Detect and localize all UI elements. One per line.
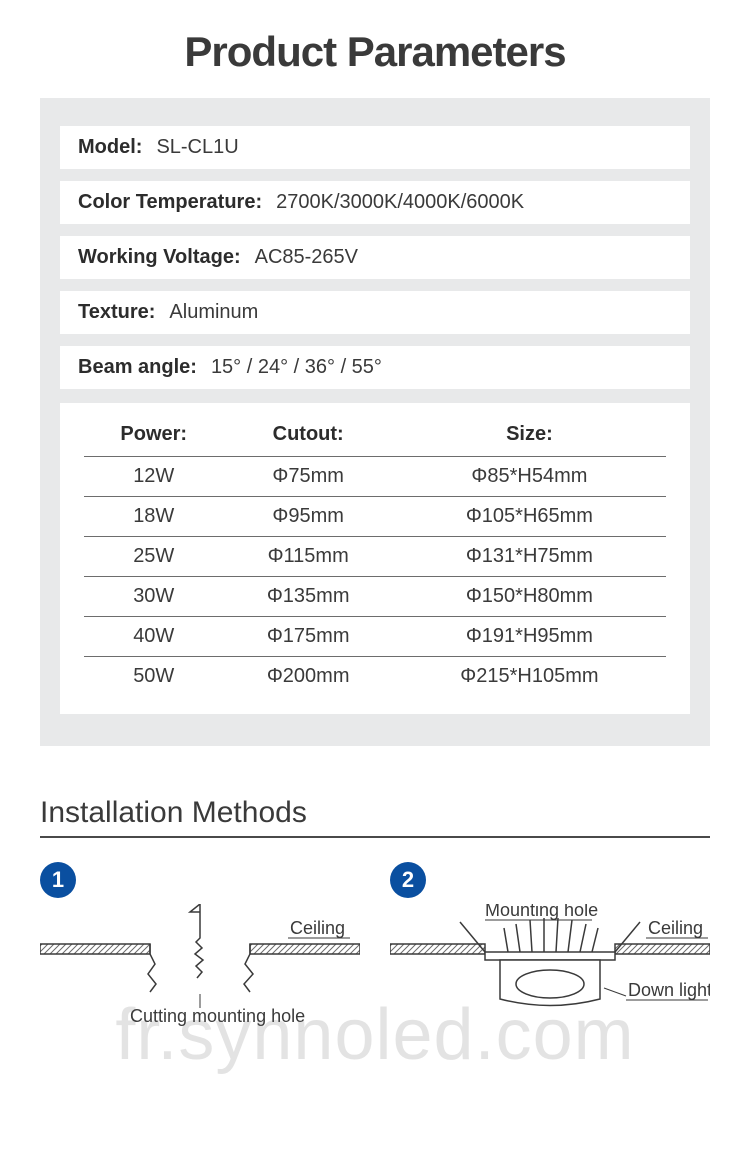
spec-table: Power: Cutout: Size: 12W Φ75mm Φ85*H54mm… xyxy=(84,417,666,696)
param-texture: Texture: Aluminum xyxy=(60,291,690,334)
table-row: 18W Φ95mm Φ105*H65mm xyxy=(84,497,666,537)
table-row: 12W Φ75mm Φ85*H54mm xyxy=(84,457,666,497)
table-row: 30W Φ135mm Φ150*H80mm xyxy=(84,577,666,617)
label-ceiling: Ceiling xyxy=(290,918,345,938)
spec-tbody: 12W Φ75mm Φ85*H54mm 18W Φ95mm Φ105*H65mm… xyxy=(84,457,666,697)
cell-size: Φ150*H80mm xyxy=(393,577,666,617)
param-value: AC85-265V xyxy=(255,246,358,269)
parameters-card: Model: SL-CL1U Color Temperature: 2700K/… xyxy=(40,98,710,746)
step2-diagram: Mounting hole Ceiling Down light xyxy=(390,904,710,1034)
param-label: Working Voltage: xyxy=(78,246,241,269)
cell-cutout: Φ95mm xyxy=(224,497,393,537)
install-steps: 1 Ceiling xyxy=(40,862,710,1034)
install-step-2: 2 xyxy=(390,862,710,1034)
cell-size: Φ105*H65mm xyxy=(393,497,666,537)
cell-cutout: Φ115mm xyxy=(224,537,393,577)
param-model: Model: SL-CL1U xyxy=(60,126,690,169)
step-badge-icon: 1 xyxy=(40,862,76,898)
label-downlight: Down light xyxy=(628,980,710,1000)
installation-title: Installation Methods xyxy=(40,796,710,830)
param-label: Beam angle: xyxy=(78,356,197,379)
param-beam-angle: Beam angle: 15° / 24° / 36° / 55° xyxy=(60,346,690,389)
label-cutting: Cutting mounting hole xyxy=(130,1006,305,1026)
cell-cutout: Φ75mm xyxy=(224,457,393,497)
step-badge-icon: 2 xyxy=(390,862,426,898)
param-label: Texture: xyxy=(78,301,155,324)
table-row: 50W Φ200mm Φ215*H105mm xyxy=(84,657,666,697)
cell-cutout: Φ200mm xyxy=(224,657,393,697)
divider xyxy=(40,836,710,838)
cell-power: 30W xyxy=(84,577,224,617)
installation-section: Installation Methods 1 xyxy=(40,796,710,1034)
cell-power: 40W xyxy=(84,617,224,657)
step-number: 1 xyxy=(52,867,64,893)
page-title: Product Parameters xyxy=(0,28,750,76)
param-color-temperature: Color Temperature: 2700K/3000K/4000K/600… xyxy=(60,181,690,224)
param-value: 2700K/3000K/4000K/6000K xyxy=(276,191,524,214)
table-row: 40W Φ175mm Φ191*H95mm xyxy=(84,617,666,657)
param-label: Model: xyxy=(78,136,142,159)
param-value: 15° / 24° / 36° / 55° xyxy=(211,356,382,379)
page-header: Product Parameters xyxy=(0,0,750,98)
col-power: Power: xyxy=(84,417,224,457)
param-value: Aluminum xyxy=(169,301,258,324)
label-mounting: Mounting hole xyxy=(485,904,598,920)
cell-power: 50W xyxy=(84,657,224,697)
table-row: 25W Φ115mm Φ131*H75mm xyxy=(84,537,666,577)
cell-power: 12W xyxy=(84,457,224,497)
param-value: SL-CL1U xyxy=(156,136,238,159)
step1-diagram: Ceiling Cutting mounting hole xyxy=(40,904,360,1034)
cell-size: Φ191*H95mm xyxy=(393,617,666,657)
param-label: Color Temperature: xyxy=(78,191,262,214)
param-working-voltage: Working Voltage: AC85-265V xyxy=(60,236,690,279)
cell-size: Φ85*H54mm xyxy=(393,457,666,497)
install-step-1: 1 Ceiling xyxy=(40,862,360,1034)
cell-power: 18W xyxy=(84,497,224,537)
step-number: 2 xyxy=(402,867,414,893)
cell-cutout: Φ175mm xyxy=(224,617,393,657)
spec-table-card: Power: Cutout: Size: 12W Φ75mm Φ85*H54mm… xyxy=(60,403,690,714)
col-cutout: Cutout: xyxy=(224,417,393,457)
col-size: Size: xyxy=(393,417,666,457)
cell-size: Φ215*H105mm xyxy=(393,657,666,697)
label-ceiling: Ceiling xyxy=(648,918,703,938)
cell-power: 25W xyxy=(84,537,224,577)
cell-size: Φ131*H75mm xyxy=(393,537,666,577)
cell-cutout: Φ135mm xyxy=(224,577,393,617)
